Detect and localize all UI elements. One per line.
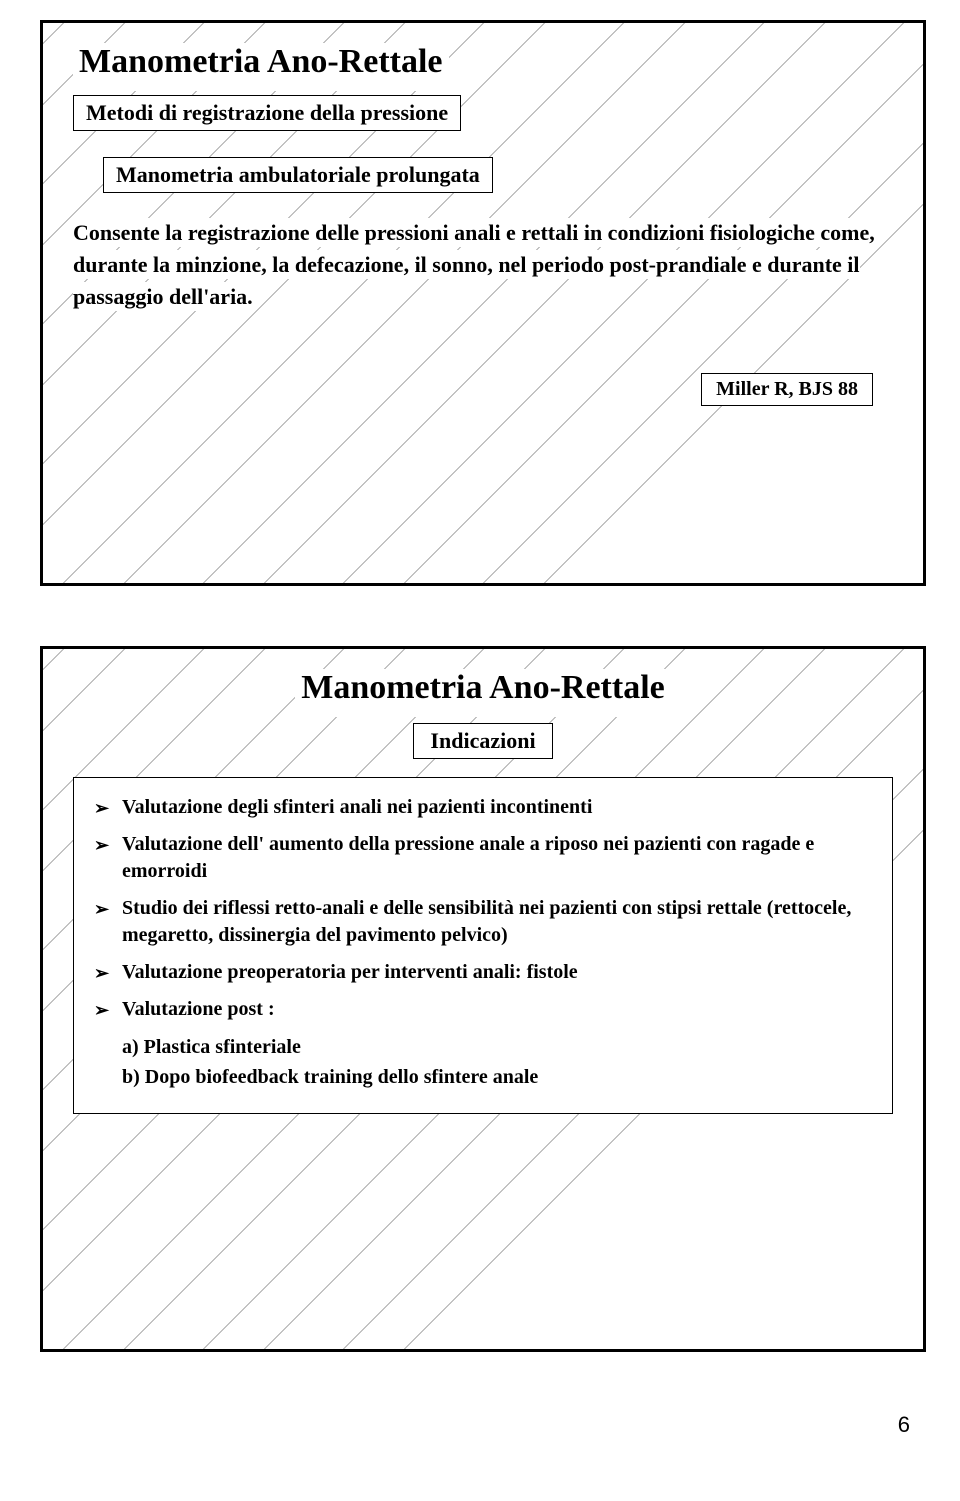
slide-1-reference: Miller R, BJS 88	[701, 373, 873, 406]
list-item: ➢ Valutazione dell' aumento della pressi…	[94, 831, 872, 885]
bullet-list: ➢ Valutazione degli sfinteri anali nei p…	[94, 794, 872, 1023]
sub-list: a) Plastica sfinteriale b) Dopo biofeedb…	[94, 1033, 872, 1091]
bullet-text: Valutazione degli sfinteri anali nei paz…	[122, 796, 592, 818]
list-item: ➢ Studio dei riflessi retto-anali e dell…	[94, 895, 872, 949]
bullet-arrow-icon: ➢	[94, 897, 109, 921]
slide-1-subtitle-2: Manometria ambulatoriale prolungata	[103, 157, 493, 193]
bullet-text: Studio dei riflessi retto-anali e delle …	[122, 897, 851, 946]
bullet-arrow-icon: ➢	[94, 961, 109, 985]
slide-2-content: Manometria Ano-Rettale Indicazioni ➢ Val…	[43, 649, 923, 1144]
sub-item-b: b) Dopo biofeedback training dello sfint…	[122, 1063, 872, 1091]
slide-1: Manometria Ano-Rettale Metodi di registr…	[40, 20, 926, 586]
slide-1-subtitle-1: Metodi di registrazione della pressione	[73, 95, 461, 131]
slide-1-title: Manometria Ano-Rettale	[79, 43, 443, 81]
slide-2-indicazioni-label: Indicazioni	[413, 723, 552, 759]
slide-2-title: Manometria Ano-Rettale	[301, 669, 665, 707]
slide-1-title-wrap: Manometria Ano-Rettale	[73, 43, 449, 91]
page-number: 6	[0, 1412, 910, 1438]
list-item: ➢ Valutazione post :	[94, 996, 872, 1023]
sub-item-a: a) Plastica sfinteriale	[122, 1033, 872, 1061]
list-item: ➢ Valutazione preoperatoria per interven…	[94, 959, 872, 986]
bullet-arrow-icon: ➢	[94, 796, 109, 820]
slide-2-content-frame: ➢ Valutazione degli sfinteri anali nei p…	[73, 777, 893, 1114]
list-item: ➢ Valutazione degli sfinteri anali nei p…	[94, 794, 872, 821]
bullet-arrow-icon: ➢	[94, 833, 109, 857]
slide-1-content: Manometria Ano-Rettale Metodi di registr…	[43, 23, 923, 436]
bullet-text: Valutazione post :	[122, 998, 275, 1020]
slide-2: Manometria Ano-Rettale Indicazioni ➢ Val…	[40, 646, 926, 1352]
slide-1-body-text: Consente la registrazione delle pression…	[73, 218, 875, 311]
slide-1-body: Consente la registrazione delle pression…	[73, 217, 893, 313]
bullet-text: Valutazione dell' aumento della pression…	[122, 833, 814, 882]
bullet-text: Valutazione preoperatoria per interventi…	[122, 961, 578, 983]
bullet-arrow-icon: ➢	[94, 998, 109, 1022]
